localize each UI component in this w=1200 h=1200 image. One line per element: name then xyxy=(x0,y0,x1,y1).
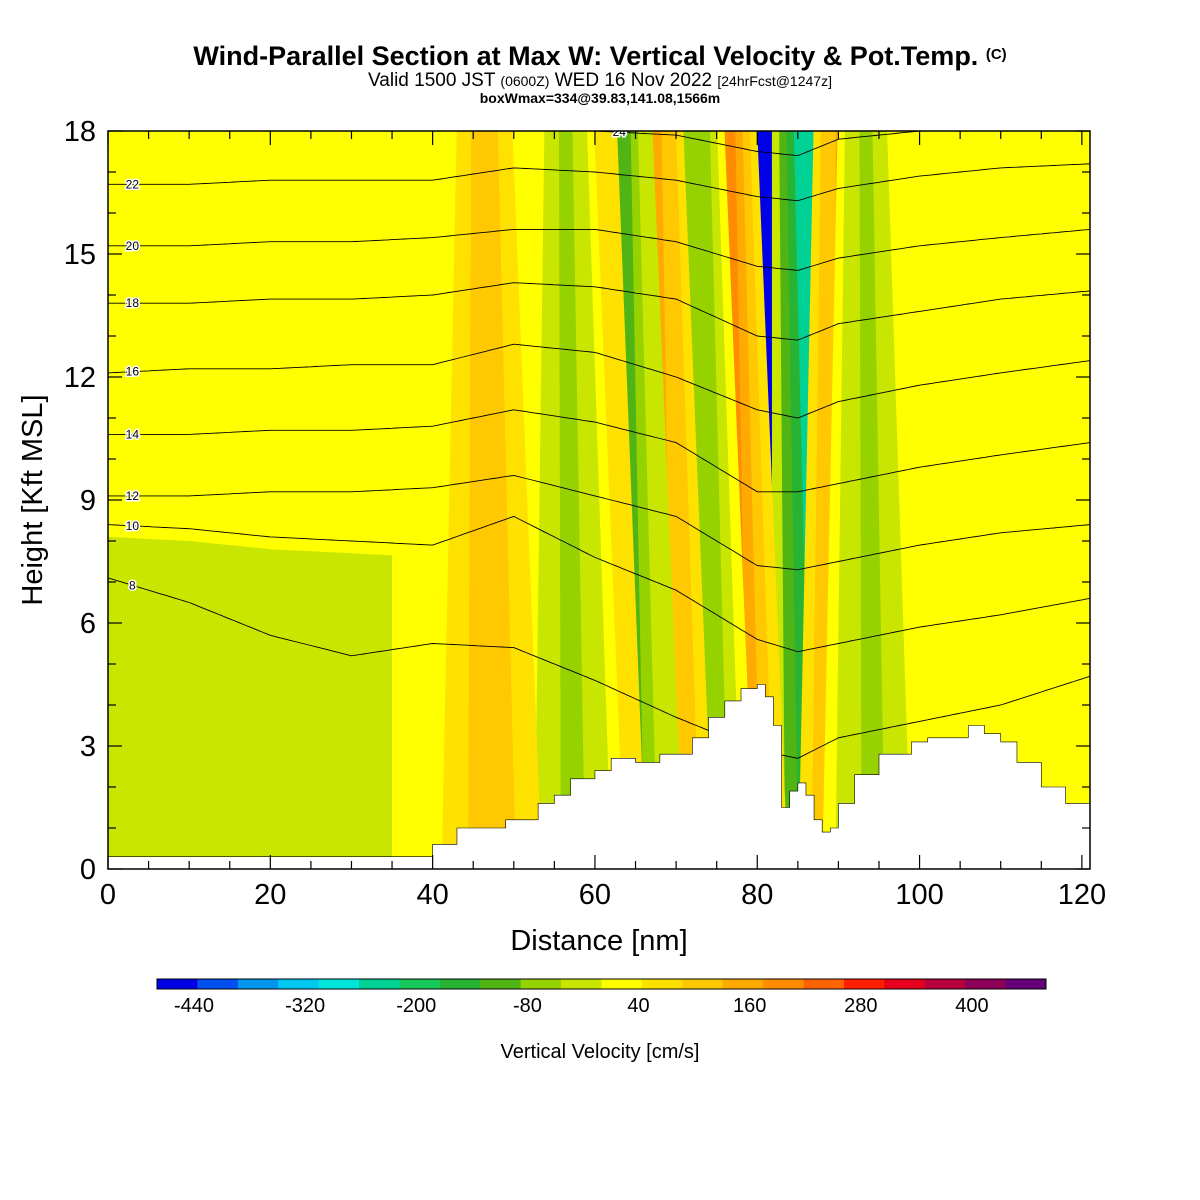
y-axis-label: Height [Kft MSL] xyxy=(17,394,49,605)
theta-contour-10 xyxy=(108,515,1090,653)
colorbar-tick-label: -80 xyxy=(513,995,542,1017)
x-tick-label: 0 xyxy=(100,879,116,911)
x-tick-labels: 0 20 40 60 80 100 120 xyxy=(100,879,1106,911)
colorbar-swatch xyxy=(359,979,400,989)
chart-subtitle: Valid 1500 JST (0600Z) WED 16 Nov 2022 [… xyxy=(368,70,832,91)
colorbar-swatch xyxy=(641,979,683,989)
colorbar-swatch xyxy=(682,979,724,989)
contour-label: 24 xyxy=(613,125,627,139)
x-tick-label: 20 xyxy=(254,879,286,911)
theta-contour-24 xyxy=(594,131,920,157)
colorbar-tick-label: 160 xyxy=(733,995,766,1017)
y-tick-label: 12 xyxy=(64,362,96,394)
theta-contour-16 xyxy=(108,343,1090,419)
contour-label: 8 xyxy=(129,578,136,592)
colorbar-tick-labels: -440 -320 -200 -80 40 160 280 400 xyxy=(174,995,989,1017)
colorbar-tick-label: -440 xyxy=(174,995,214,1017)
y-tick-label: 0 xyxy=(80,854,96,886)
colorbar-swatch xyxy=(237,979,279,989)
colorbar xyxy=(156,978,1047,990)
colorbar-frame xyxy=(156,978,1047,990)
colorbar-swatch xyxy=(480,979,522,989)
title-mark: (C) xyxy=(985,46,1007,63)
theta-contour-8 xyxy=(108,577,1090,759)
colorbar-swatch xyxy=(965,979,1007,989)
theta-contour-22 xyxy=(108,163,1090,202)
chart-title: Wind-Parallel Section at Max W: Vertical… xyxy=(193,41,1007,71)
colorbar-tick-label: -200 xyxy=(396,995,436,1017)
velocity-band xyxy=(521,131,625,869)
colorbar-tick-label: -320 xyxy=(285,995,325,1017)
colorbar-tick-label: 40 xyxy=(627,995,649,1017)
velocity-band-layer xyxy=(558,131,586,869)
colorbar-swatch xyxy=(278,979,320,989)
colorbar-swatch xyxy=(157,979,198,989)
colorbar-tick-label: 400 xyxy=(955,995,988,1017)
colorbar-swatch xyxy=(763,979,805,989)
y-tick-labels: 0 3 6 9 12 15 18 xyxy=(64,116,96,886)
contour-label: 18 xyxy=(126,296,140,310)
x-tick-label: 40 xyxy=(416,879,448,911)
colorbar-swatch xyxy=(197,979,239,989)
colorbar-swatch xyxy=(601,979,643,989)
colorbar-tick-label: 280 xyxy=(844,995,877,1017)
colorbar-swatch xyxy=(1005,979,1047,989)
colorbar-label: Vertical Velocity [cm/s] xyxy=(501,1041,700,1063)
axis-ticks xyxy=(107,130,1090,870)
colorbar-swatch xyxy=(924,979,966,989)
colorbar-swatch xyxy=(318,979,360,989)
colorbar-swatch xyxy=(803,979,845,989)
colorbar-swatch xyxy=(884,979,926,989)
contour-label: 20 xyxy=(126,239,140,253)
velocity-band xyxy=(441,131,543,869)
vertical-velocity-field xyxy=(108,131,925,869)
terrain xyxy=(108,684,1090,869)
y-tick-label: 15 xyxy=(64,239,96,271)
x-tick-label: 80 xyxy=(741,879,773,911)
colorbar-swatch xyxy=(843,979,885,989)
contour-label: 14 xyxy=(126,427,140,441)
y-tick-label: 9 xyxy=(80,485,96,517)
colorbar-swatch xyxy=(399,979,441,989)
x-tick-label: 120 xyxy=(1058,879,1106,911)
contour-label: 16 xyxy=(126,365,140,379)
theta-contour-12 xyxy=(108,474,1090,571)
theta-contour-18 xyxy=(108,282,1090,341)
y-tick-label: 18 xyxy=(64,116,96,148)
colorbar-swatch xyxy=(439,979,481,989)
colorbar-swatch xyxy=(520,979,562,989)
contour-label: 12 xyxy=(126,489,140,503)
weak-downdraft-region xyxy=(108,536,393,869)
chart-header: Wind-Parallel Section at Max W: Vertical… xyxy=(0,40,1200,105)
colorbar-swatch xyxy=(561,979,602,989)
colorbar-swatch xyxy=(722,979,764,989)
potential-temperature-contours: 8 10 12 14 16 18 20 22 24 xyxy=(108,125,1090,759)
velocity-band-layer xyxy=(859,131,885,869)
theta-contour-14 xyxy=(108,409,1090,493)
x-tick-label: 60 xyxy=(579,879,611,911)
contour-label: 22 xyxy=(126,177,140,191)
y-tick-label: 6 xyxy=(80,608,96,640)
chart-box-info: boxWmax=334@39.83,141.08,1566m xyxy=(479,90,721,106)
y-tick-label: 3 xyxy=(80,731,96,763)
theta-contour-20 xyxy=(108,228,1090,271)
x-axis-label: Distance [nm] xyxy=(510,925,687,957)
x-tick-label: 100 xyxy=(895,879,943,911)
velocity-band-layer xyxy=(478,131,503,869)
contour-label: 10 xyxy=(126,519,140,533)
